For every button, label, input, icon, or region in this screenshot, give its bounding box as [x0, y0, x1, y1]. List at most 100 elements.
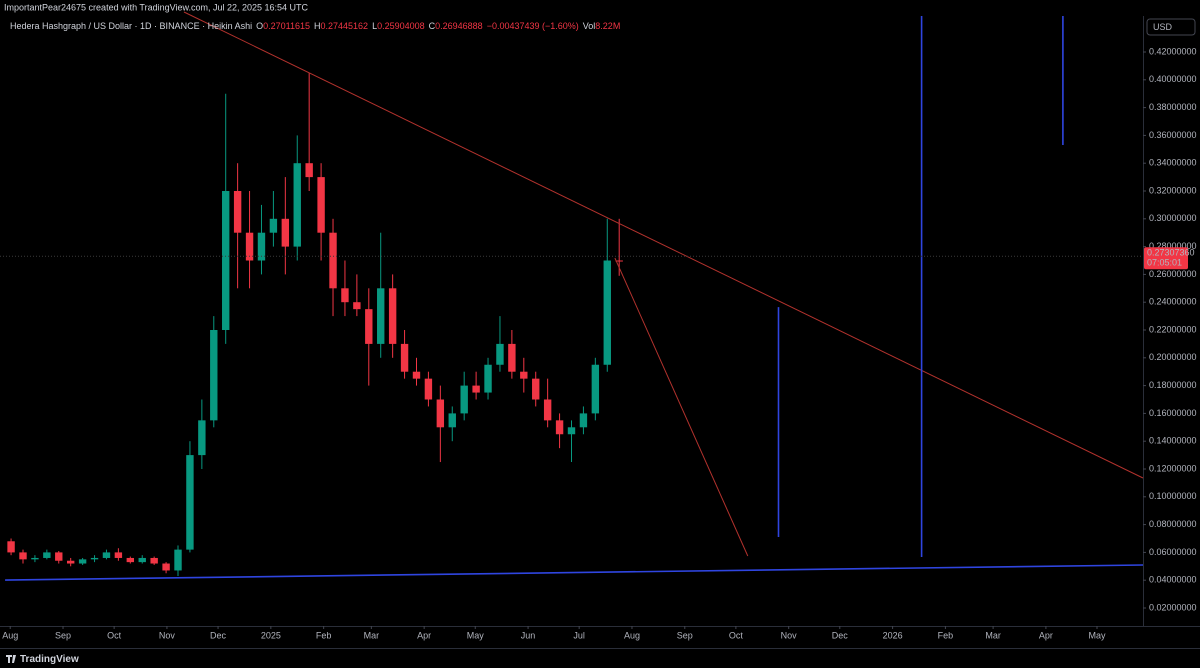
candle-body	[400, 343, 409, 372]
candle-body	[281, 218, 290, 247]
candle-body	[257, 232, 266, 261]
candle-body	[555, 420, 564, 435]
x-tick-label: May	[1088, 630, 1106, 640]
candle-body	[7, 541, 15, 553]
x-tick-label: Feb	[316, 630, 332, 640]
legend-volume-key: Vol	[583, 21, 596, 31]
candle-body	[55, 552, 63, 561]
candle-body	[603, 260, 611, 365]
trend-line	[614, 257, 749, 557]
candle-body	[353, 302, 361, 310]
x-tick-label: Sep	[55, 630, 71, 640]
candle-body	[305, 163, 313, 178]
candle-body	[412, 371, 421, 379]
candle-body	[269, 218, 278, 233]
candle-body	[377, 288, 385, 344]
y-tick-label: 0.12000000	[1149, 463, 1197, 473]
legend-key: O	[256, 21, 263, 31]
currency: USD	[1153, 22, 1173, 32]
candle-body	[484, 364, 492, 393]
x-tick-label: Feb	[938, 630, 954, 640]
candle-body	[424, 378, 433, 400]
x-tick-label: May	[467, 630, 485, 640]
candle-body	[520, 371, 528, 379]
x-tick-label: 2025	[261, 630, 281, 640]
legend-value: 0.25904008	[377, 21, 425, 31]
candle-body	[448, 413, 456, 428]
x-tick-label: 2026	[883, 630, 903, 640]
candle-body	[245, 232, 254, 261]
candle-body	[102, 552, 111, 558]
candle-body	[43, 552, 51, 558]
candle-body	[365, 309, 373, 344]
candle-body	[90, 557, 99, 560]
legend-value: 0.27445162	[321, 21, 369, 31]
y-tick-label: 0.04000000	[1149, 575, 1197, 585]
y-tick-label: 0.34000000	[1149, 158, 1197, 168]
candle-body	[591, 364, 600, 414]
x-tick-label: Jul	[573, 630, 585, 640]
y-tick-label: 0.40000000	[1149, 74, 1197, 84]
x-tick-label: Mar	[364, 630, 380, 640]
x-tick-label: Aug	[624, 630, 640, 640]
legend: Hedera Hashgraph / US Dollar · 1D · BINA…	[10, 21, 620, 31]
y-tick-label: 0.02000000	[1149, 602, 1197, 612]
y-tick-label: 0.20000000	[1149, 352, 1197, 362]
y-tick-label: 0.18000000	[1149, 380, 1197, 390]
candle-body	[19, 552, 27, 560]
y-tick-label: 0.08000000	[1149, 519, 1197, 529]
brand-name: TradingView	[20, 654, 79, 665]
candle-body	[198, 420, 206, 456]
x-tick-label: Jun	[521, 630, 536, 640]
candle-body	[508, 343, 516, 372]
legend-key: C	[429, 21, 436, 31]
candle-body	[162, 563, 170, 571]
last-price-label: 0.27307360	[1147, 248, 1195, 258]
y-tick-label: 0.28000000	[1149, 241, 1197, 251]
legend-key: H	[314, 21, 321, 31]
x-tick-label: Dec	[832, 630, 849, 640]
trend-line	[5, 564, 1144, 581]
y-tick-label: 0.32000000	[1149, 185, 1197, 195]
candle-body	[532, 378, 540, 400]
x-tick-label: Oct	[729, 630, 744, 640]
candle-body	[78, 559, 87, 564]
y-tick-label: 0.16000000	[1149, 408, 1197, 418]
candle-body	[233, 191, 242, 233]
candle-body	[222, 191, 230, 331]
candle-body	[579, 413, 588, 428]
y-tick-label: 0.30000000	[1149, 213, 1197, 223]
candle-body	[329, 232, 337, 289]
last-price-box	[1144, 247, 1188, 270]
trend-line	[183, 11, 1144, 479]
candle-body	[150, 557, 158, 564]
y-tick-label: 0.06000000	[1149, 547, 1197, 557]
candle-body	[460, 385, 468, 414]
y-tick-label: 0.36000000	[1149, 130, 1197, 140]
currency-box	[1146, 18, 1196, 36]
candle-body	[496, 343, 504, 365]
y-tick-label: 0.38000000	[1149, 102, 1197, 112]
x-tick-label: Sep	[677, 630, 693, 640]
candle-body	[66, 560, 75, 564]
y-tick-label: 0.10000000	[1149, 491, 1197, 501]
x-tick-label: Aug	[2, 630, 18, 640]
y-tick-label: 0.14000000	[1149, 436, 1197, 446]
candle-body	[388, 288, 397, 344]
x-tick-label: Mar	[985, 630, 1001, 640]
legend-value: 0.27011615	[263, 21, 310, 31]
candle-body	[543, 399, 552, 421]
candle-body	[472, 385, 480, 393]
y-tick-label: 0.24000000	[1149, 297, 1197, 307]
legend-volume: 8.22M	[595, 21, 620, 31]
candle-body	[436, 399, 445, 428]
x-tick-label: Oct	[107, 630, 122, 640]
candle-body	[138, 557, 146, 563]
x-tick-label: Apr	[1039, 630, 1053, 640]
legend-value: 0.26946888	[435, 21, 483, 31]
candle-body	[126, 557, 135, 563]
y-tick-label: 0.22000000	[1149, 324, 1197, 334]
